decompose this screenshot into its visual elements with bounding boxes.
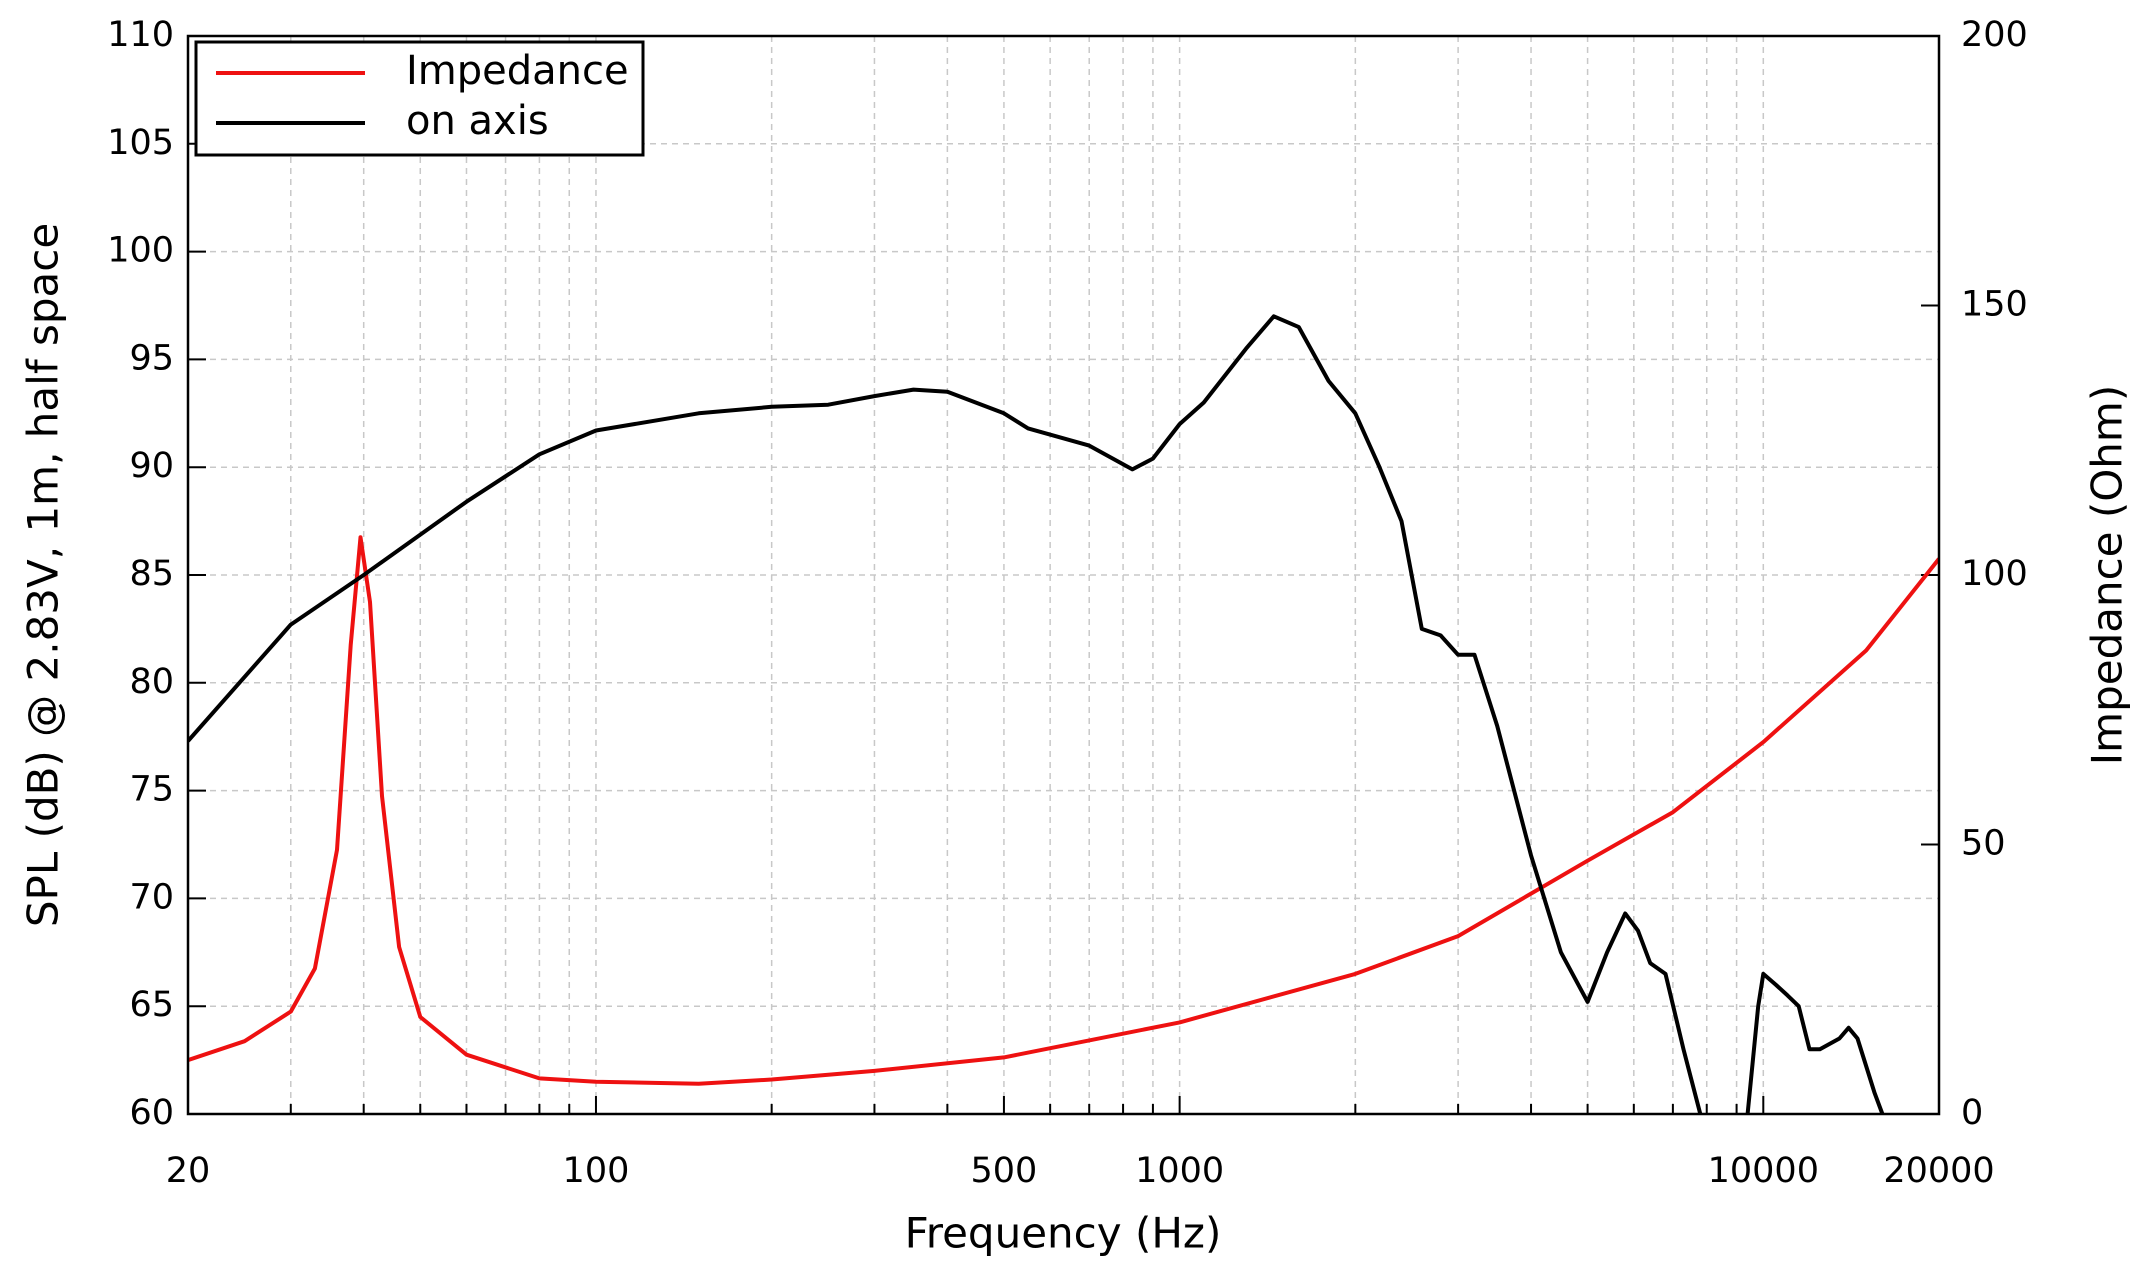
x-tick-label: 10000 [1708,1151,1819,1191]
legend-box [194,40,645,157]
x-tick-label: 20 [166,1151,211,1191]
y-tick-label: 65 [129,985,174,1025]
y2-tick-label: 50 [1961,824,2006,864]
x-tick-label: 20000 [1883,1151,1994,1191]
y2-tick-label: 0 [1961,1093,1983,1133]
x-tick-label: 500 [971,1151,1038,1191]
x-tick-label: 1000 [1135,1151,1224,1191]
y-tick-label: 105 [107,123,174,163]
y-axis-label: SPL (dB) @ 2.83V, 1m, half space [19,223,68,927]
series-line [188,314,1885,1114]
series-line [188,535,1939,1086]
y-tick-label: 90 [129,446,174,486]
legend-label: Impedance [406,48,629,94]
y-tick-label: 80 [129,662,174,702]
y2-tick-label: 100 [1961,554,2028,594]
y-tick-label: 85 [129,554,174,594]
y-tick-label: 110 [107,15,174,55]
y-tick-label: 100 [107,231,174,271]
y2-tick-label: 150 [1961,285,2028,325]
y-tick-label: 70 [129,877,174,917]
y-tick-label: 60 [129,1093,174,1133]
legend-label: on axis [406,98,549,144]
y-tick-label: 75 [129,770,174,810]
plot-frame [186,34,1941,1116]
y2-axis-label: Impedance (Ohm) [2083,385,2132,765]
x-axis-label: Frequency (Hz) [905,1209,1222,1258]
y2-tick-label: 200 [1961,15,2028,55]
y-tick-label: 95 [129,338,174,378]
x-tick-label: 100 [563,1151,630,1191]
